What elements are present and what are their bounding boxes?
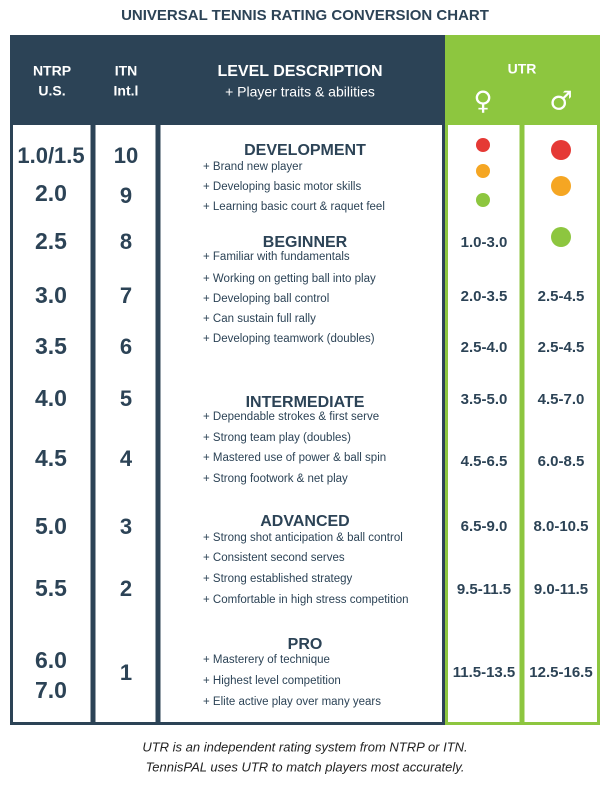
header-level-sub: + Player traits & abilities — [225, 84, 375, 100]
header-male: ♂ — [549, 87, 572, 117]
level-name: BEGINNER — [263, 234, 348, 251]
itn-value: 5 — [120, 386, 132, 411]
header-female: ♀ — [473, 87, 492, 117]
itn-value: 4 — [120, 446, 133, 471]
ntrp-value: 3.0 — [35, 282, 67, 308]
utr-female: 2.0-3.5 — [461, 288, 508, 305]
utr-male: 8.0-10.5 — [533, 518, 588, 535]
utr-female: 11.5-13.5 — [453, 664, 516, 681]
utr-female: 2.5-4.0 — [461, 339, 508, 356]
ball-orange — [476, 164, 490, 178]
level-trait: + Strong team play (doubles) — [203, 432, 351, 444]
header-level: LEVEL DESCRIPTION — [217, 63, 382, 80]
header-itn: ITN — [115, 63, 138, 79]
ntrp-value: 2.5 — [35, 228, 67, 254]
level-trait: + Developing ball control — [203, 293, 329, 305]
level-name: PRO — [288, 636, 323, 653]
level-name: INTERMEDIATE — [246, 394, 365, 411]
itn-value: 6 — [120, 334, 132, 359]
itn-value: 1 — [120, 660, 132, 685]
level-trait: + Strong footwork & net play — [203, 473, 348, 485]
utr-male: 4.5-7.0 — [538, 391, 585, 408]
header-itn: Int.l — [114, 83, 139, 99]
level-trait: + Comfortable in high stress competition — [203, 594, 409, 606]
level-trait: + Brand new player — [203, 161, 303, 173]
ball-green — [476, 193, 490, 207]
ntrp-value: 5.0 — [35, 513, 67, 539]
utr-female: 9.5-11.5 — [457, 581, 511, 598]
footer: UTR is an independent rating system from… — [142, 739, 467, 754]
utr-female: 3.5-5.0 — [461, 391, 508, 408]
itn-value: 2 — [120, 576, 132, 601]
itn-value: 8 — [120, 229, 132, 254]
level-trait: + Strong established strategy — [203, 573, 353, 585]
ntrp-value: 7.0 — [35, 677, 67, 703]
header-bg — [10, 35, 445, 125]
ball-icons — [476, 138, 571, 247]
ntrp-value: 4.5 — [35, 445, 67, 471]
ntrp-value: 6.0 — [35, 647, 67, 673]
utr-header-bg — [445, 35, 600, 125]
ball-red — [551, 140, 571, 160]
itn-value: 9 — [120, 183, 132, 208]
ntrp-value: 4.0 — [35, 385, 67, 411]
utr-male: 9.0-11.5 — [534, 581, 588, 598]
level-name: DEVELOPMENT — [244, 142, 366, 159]
level-trait: + Developing teamwork (doubles) — [203, 333, 375, 345]
level-trait: + Can sustain full rally — [203, 313, 316, 325]
ntrp-value: 2.0 — [35, 180, 67, 206]
ball-red — [476, 138, 490, 152]
ntrp-value: 1.0/1.5 — [17, 143, 84, 168]
level-name: ADVANCED — [260, 513, 349, 530]
level-trait: + Familiar with fundamentals — [203, 251, 350, 263]
ball-green — [551, 227, 571, 247]
level-trait: + Highest level competition — [203, 675, 341, 687]
level-trait: + Masterery of technique — [203, 654, 330, 666]
utr-female: 6.5-9.0 — [461, 518, 508, 535]
header-utr: UTR — [508, 61, 537, 77]
ntrp-value: 5.5 — [35, 575, 67, 601]
table-frame — [10, 35, 445, 725]
level-trait: + Dependable strokes & first serve — [203, 411, 379, 423]
itn-value: 3 — [120, 514, 132, 539]
level-trait: + Developing basic motor skills — [203, 181, 361, 193]
ntrp-value: 3.5 — [35, 333, 67, 359]
utr-male: 12.5-16.5 — [529, 664, 592, 681]
level-trait: + Consistent second serves — [203, 552, 345, 564]
itn-value: 10 — [114, 143, 138, 168]
level-trait: + Mastered use of power & ball spin — [203, 452, 386, 464]
utr-female: 1.0-3.0 — [461, 234, 508, 251]
header-ntrp: NTRP — [33, 63, 71, 79]
utr-male: 2.5-4.5 — [538, 288, 585, 305]
level-trait: + Working on getting ball into play — [203, 273, 376, 285]
ball-orange — [551, 176, 571, 196]
utr-male: 2.5-4.5 — [538, 339, 585, 356]
title: UNIVERSAL TENNIS RATING CONVERSION CHART — [121, 7, 489, 24]
itn-value: 7 — [120, 283, 132, 308]
level-trait: + Strong shot anticipation & ball contro… — [203, 532, 403, 544]
utr-male: 6.0-8.5 — [538, 453, 585, 470]
footer: TennisPAL uses UTR to match players most… — [146, 759, 465, 774]
level-trait: + Learning basic court & raquet feel — [203, 201, 385, 213]
level-trait: + Elite active play over many years — [203, 696, 381, 708]
header-ntrp: U.S. — [38, 83, 65, 99]
utr-female: 4.5-6.5 — [461, 453, 508, 470]
